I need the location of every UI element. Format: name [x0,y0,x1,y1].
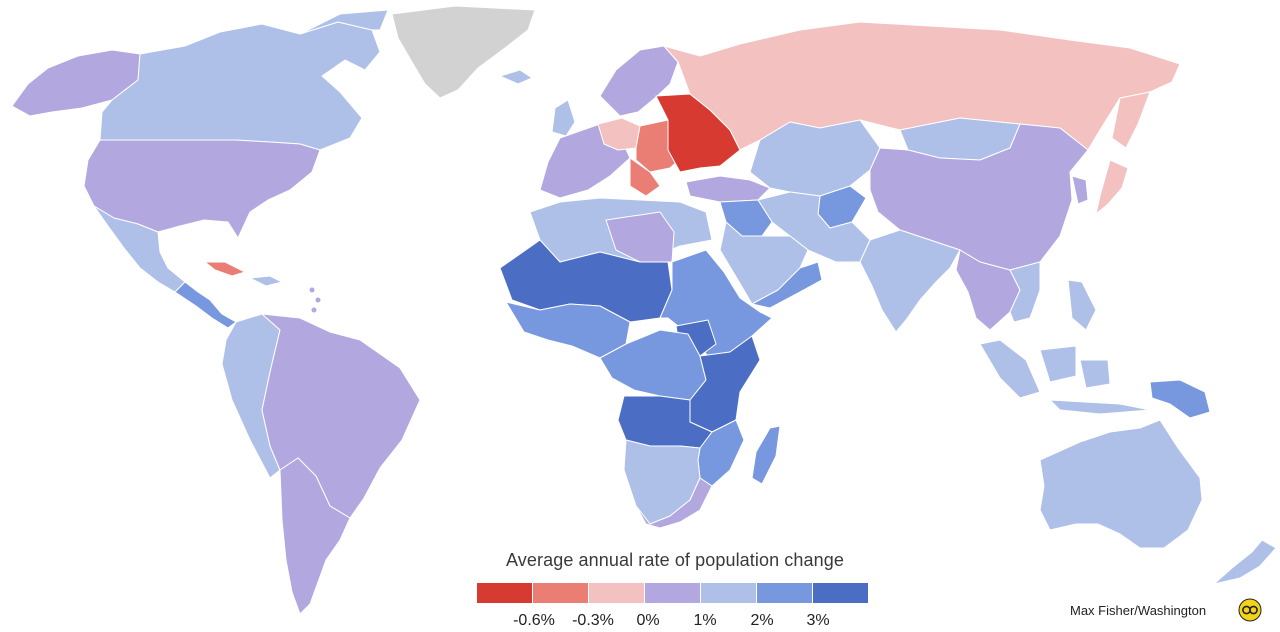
region-papua-new-guinea [1149,379,1211,419]
region-japan [1095,159,1129,215]
region-korea [1071,175,1089,205]
credit-line: Max Fisher/Washington [1070,603,1207,618]
region-balkans [629,157,661,197]
legend-tick-label: 3% [806,612,830,629]
legend-tick-label: 0% [636,612,660,629]
legend-swatch [533,583,589,603]
region-central-asia [749,119,881,197]
region-caribbean [249,275,283,287]
region-central-america [174,281,237,329]
region-indonesia [979,339,1151,415]
legend-swatch [645,583,701,603]
region-indochina [1009,261,1041,323]
region-iceland [499,69,533,85]
legend-tick-label: -0.6% [513,612,555,629]
region-south-africa [635,477,713,529]
region-caribbean-islands-3 [310,306,318,314]
region-arctic-islands [299,9,389,35]
legend-title: Average annual rate of population change [506,550,844,570]
legend-ticks: -0.6% -0.3% 0% 1% 2% 3% [477,612,877,632]
region-madagascar [751,425,781,485]
region-caribbean-islands [308,286,316,294]
region-philippines [1067,279,1097,331]
region-australia [1039,419,1203,549]
legend-color-scale [477,583,869,603]
region-new-zealand [1213,539,1277,585]
region-uk [551,99,576,137]
region-greenland [391,5,536,99]
region-china [869,123,1089,271]
region-india [859,229,961,333]
legend-swatch [757,583,813,603]
region-canada [99,21,381,151]
legend-tick-label: -0.3% [572,612,614,629]
washington-post-logo-icon [1238,598,1262,622]
legend-tick-label: 2% [750,612,774,629]
region-turkey-caucasus [685,175,771,203]
region-southern-cone [279,457,351,615]
region-russia-far-east [1111,91,1151,149]
region-scandinavia [599,45,679,117]
region-yemen-oman [751,261,823,309]
region-cuba [204,261,246,277]
legend-tick-label: 1% [693,612,717,629]
legend-swatch [813,583,869,603]
region-caribbean-islands-2 [314,296,322,304]
legend-swatch [701,583,757,603]
legend-swatch [477,583,533,603]
legend-swatch [589,583,645,603]
region-myanmar-sea [955,249,1021,331]
